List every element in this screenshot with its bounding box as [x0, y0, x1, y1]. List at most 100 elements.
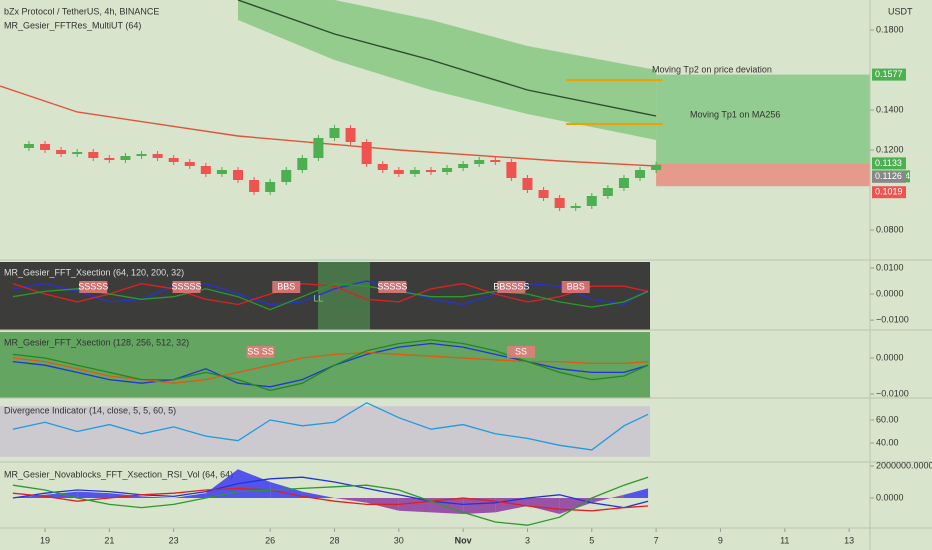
y-tick-label: 2000000.0000: [876, 460, 932, 470]
y-tick-label: 0.0800: [876, 224, 904, 234]
signal-bg: [378, 281, 407, 293]
x-tick-label: 30: [394, 535, 404, 545]
target-zone: [656, 74, 870, 164]
candle: [409, 170, 420, 174]
signal-label: LL: [313, 293, 323, 303]
chart-title: bZx Protocol / TetherUS, 4h, BINANCE: [4, 6, 159, 16]
indicator-line: [12, 282, 649, 311]
candle: [329, 128, 340, 138]
candle: [23, 144, 34, 148]
candle: [281, 170, 292, 182]
y-tick-label: 0.0100: [876, 262, 904, 272]
y-tick-label: −0.0100: [876, 388, 909, 398]
candle: [442, 168, 453, 172]
signal-bg: [507, 346, 536, 358]
signal-label: SS: [515, 346, 527, 356]
rsi-band: [0, 406, 650, 457]
volume-area: [270, 481, 303, 498]
candle: [490, 160, 501, 162]
x-tick-label: 9: [718, 535, 723, 545]
candle: [72, 152, 83, 154]
y-tick-label: −0.0100: [876, 314, 909, 324]
candle: [554, 198, 565, 208]
price-label-bg: [872, 170, 906, 183]
candle: [618, 178, 629, 188]
moving-average: [237, 0, 657, 117]
volume-area: [527, 497, 560, 514]
indicator-line: [12, 280, 649, 306]
y-tick-label: 40.00: [876, 437, 899, 447]
signal-label: SS SS: [247, 346, 274, 356]
pane-highlight: [318, 262, 370, 330]
pane-title: MR_Gesier_Novablocks_FFT_Xsection_RSI_Vo…: [4, 469, 233, 479]
volume-area: [302, 491, 335, 498]
x-tick-label: 7: [654, 535, 659, 545]
signal-label: SSSSS: [78, 281, 108, 291]
y-tick-label: 0.1800: [876, 24, 904, 34]
candle: [297, 158, 308, 170]
stop-zone: [656, 163, 870, 187]
signal-label: BBS: [567, 281, 585, 291]
x-tick-label: 21: [104, 535, 114, 545]
price-label: 0.1133: [875, 158, 902, 168]
indicator-line: [12, 476, 649, 509]
candle: [602, 188, 613, 196]
candle: [249, 180, 260, 192]
x-tick-label: 5: [589, 535, 594, 545]
candle: [393, 170, 404, 174]
candle: [56, 150, 67, 154]
candle: [120, 156, 131, 160]
pane-title: MR_Gesier_FFT_Xsection (64, 120, 200, 32…: [4, 267, 184, 277]
pane-title: Divergence Indicator (14, close, 5, 5, 6…: [4, 405, 176, 415]
candle: [104, 158, 115, 160]
y-tick-label: 0.1400: [876, 104, 904, 114]
volume-area: [141, 496, 174, 498]
signal-bg: [561, 281, 590, 293]
y-tick-label: 0.0000: [876, 288, 904, 298]
candle: [88, 152, 99, 158]
indicator-line: [12, 339, 649, 392]
candle: [635, 170, 646, 178]
price-label-bg: [872, 157, 906, 170]
volume-area: [173, 493, 206, 498]
y-tick-label: 0.0000: [876, 352, 904, 362]
indicator-line: [12, 282, 649, 306]
signal-label: BBSSSS: [493, 281, 529, 291]
indicator-title: MR_Gesier_FFTRes_MultiUT (64): [4, 20, 141, 30]
x-tick-label: 28: [329, 535, 339, 545]
tp-label: Moving Tp1 on MA256: [690, 109, 780, 119]
indicator-line: [12, 351, 649, 384]
candle: [184, 162, 195, 166]
candle: [377, 164, 388, 170]
tp-label: Moving Tp2 on price deviation: [652, 64, 772, 74]
indicator-line: [12, 476, 649, 526]
signal-bg: [79, 281, 108, 293]
candle: [216, 170, 227, 174]
y-tick-label: 0.1200: [876, 144, 904, 154]
candle: [136, 154, 147, 156]
volume-area: [463, 497, 496, 514]
signal-bg: [272, 281, 301, 293]
x-tick-label: 13: [844, 535, 854, 545]
signal-bg: [172, 281, 201, 293]
price-label: 0.1126: [875, 171, 902, 181]
candle: [425, 170, 436, 172]
price-label: 0.1019: [875, 187, 903, 197]
candle: [522, 178, 533, 190]
x-tick-label: 3: [525, 535, 530, 545]
ma-band: [238, 0, 657, 140]
volume-area: [334, 497, 367, 503]
candle: [651, 164, 662, 170]
price-label: 0.1577: [875, 69, 903, 79]
indicator-line: [12, 402, 649, 451]
x-tick-label: 26: [265, 535, 275, 545]
candle: [313, 138, 324, 158]
signal-label: SSSSS: [172, 281, 202, 291]
volume-area: [77, 491, 110, 498]
candle: [458, 164, 469, 168]
price-label-bg: [872, 68, 906, 81]
y-tick-label: 60.00: [876, 414, 899, 424]
candle: [345, 128, 356, 142]
signal-label: SSSSS: [377, 281, 407, 291]
